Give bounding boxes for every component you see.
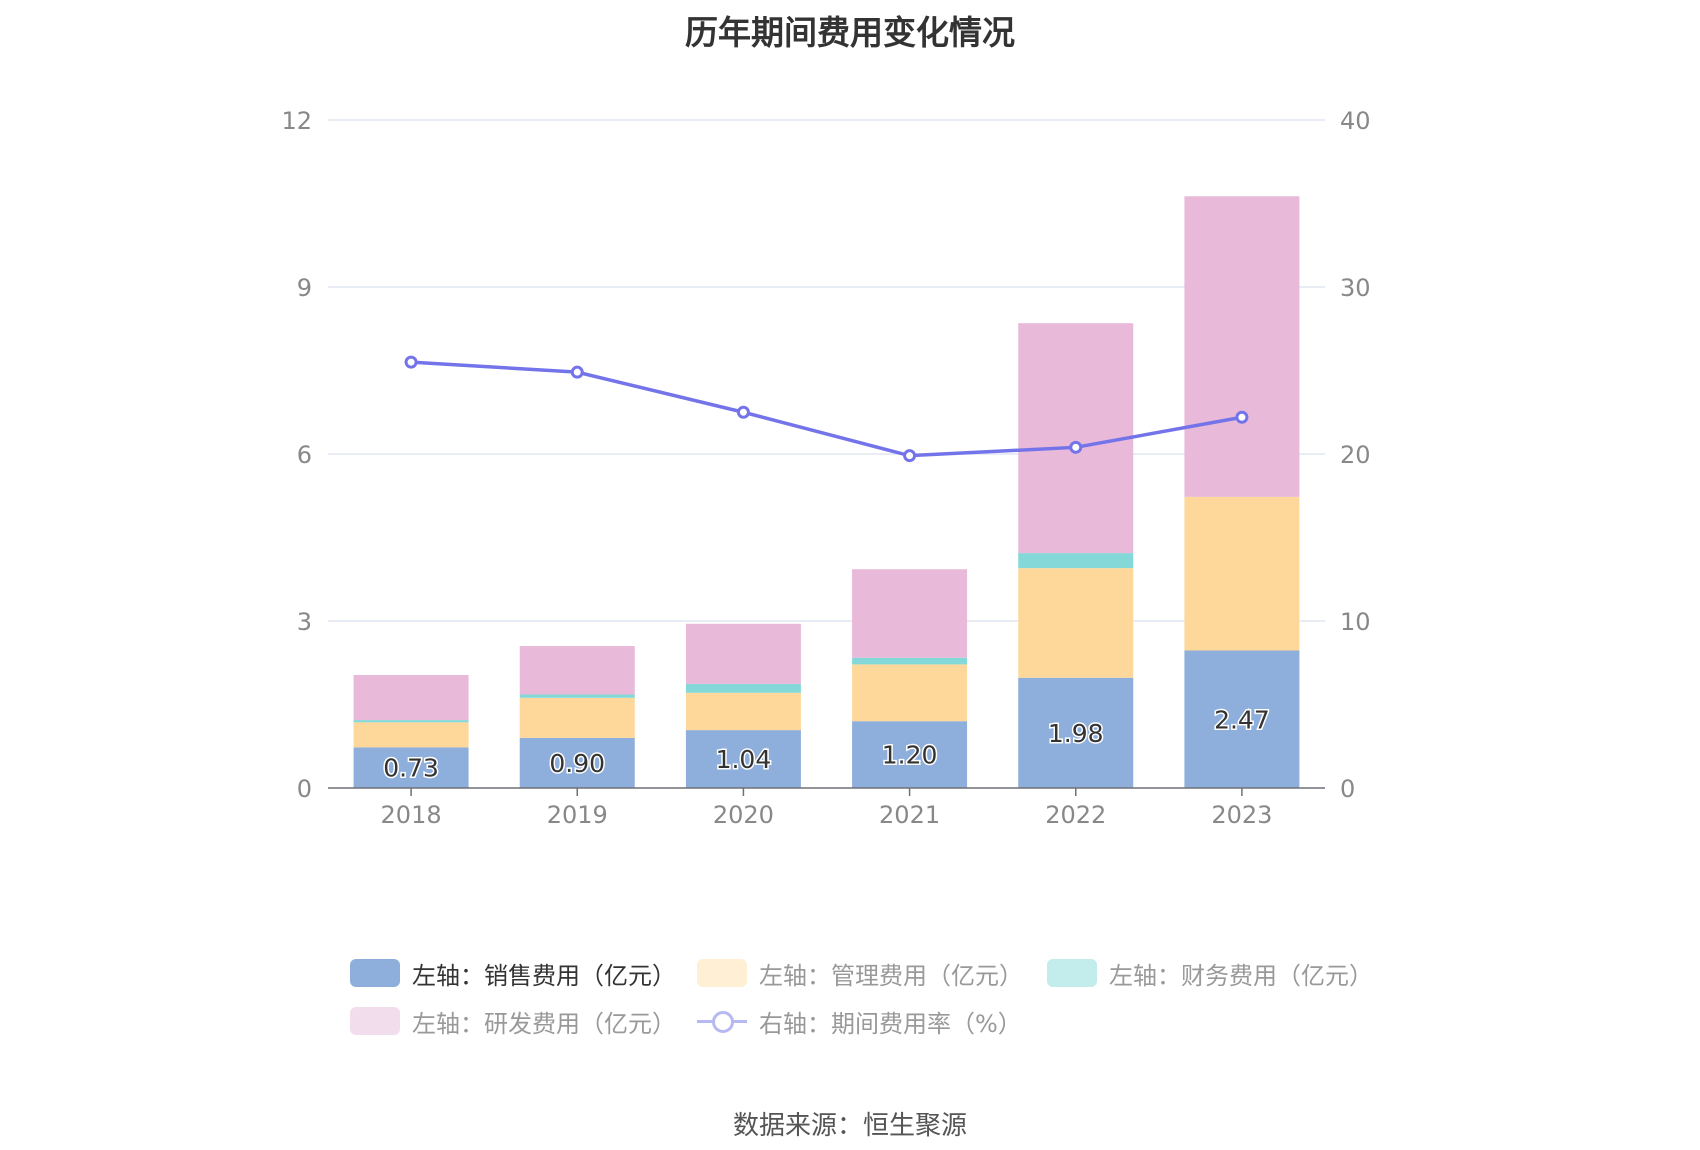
- bar-rnd: [353, 674, 469, 721]
- bar-admin: [685, 692, 801, 731]
- y-right-tick-label: 10: [1340, 608, 1371, 636]
- y-left-tick-label: 9: [297, 274, 312, 302]
- y-left-tick-label: 3: [297, 608, 312, 636]
- bar-finance: [353, 720, 469, 723]
- bar-sales: [1018, 677, 1134, 788]
- legend-item-rate[interactable]: 右轴：期间费用率（%）: [697, 1003, 1022, 1039]
- bar-rnd: [685, 623, 801, 684]
- bar-finance: [1018, 553, 1134, 569]
- bar-finance: [685, 683, 801, 693]
- bar-sales: [353, 747, 469, 788]
- legend-label-rate: 右轴：期间费用率（%）: [759, 1009, 1022, 1038]
- bar-data-label: 1.98: [1048, 719, 1104, 748]
- bar-admin: [1184, 496, 1300, 651]
- bar-admin: [353, 722, 469, 748]
- legend-swatch-finance: [1047, 959, 1097, 987]
- bar-admin: [852, 664, 968, 722]
- legend-swatch-admin: [697, 959, 747, 987]
- legend-item-admin[interactable]: 左轴：管理费用（亿元）: [697, 955, 1023, 991]
- x-tick-label: 2022: [1045, 801, 1106, 829]
- bar-sales: [519, 737, 635, 788]
- y-right-tick-label: 40: [1340, 107, 1371, 135]
- y-left-tick-label: 0: [297, 775, 312, 803]
- bar-sales: [685, 730, 801, 788]
- legend-item-sales[interactable]: 左轴：销售费用（亿元）: [350, 955, 676, 991]
- line-rate: [410, 360, 1243, 458]
- bar-data-label: 1.20: [882, 741, 938, 770]
- x-tick-label: 2023: [1211, 801, 1272, 829]
- bar-admin: [1018, 568, 1134, 678]
- line-rate-point: [404, 355, 418, 369]
- y-right-tick-label: 30: [1340, 274, 1371, 302]
- bar-rnd: [1018, 323, 1134, 554]
- line-rate-point: [570, 365, 584, 379]
- line-rate-point: [736, 405, 750, 419]
- legend-item-finance[interactable]: 左轴：财务费用（亿元）: [1047, 955, 1373, 991]
- x-tick-label: 2019: [547, 801, 608, 829]
- x-tick-label: 2021: [879, 801, 940, 829]
- bar-admin: [519, 697, 635, 738]
- bar-sales: [1184, 650, 1300, 788]
- chart-title: 历年期间费用变化情况: [685, 13, 1015, 52]
- legend-label-sales: 左轴：销售费用（亿元）: [412, 961, 676, 990]
- bar-data-label: 0.73: [383, 754, 439, 783]
- legend-swatch-rate: [697, 1007, 747, 1035]
- y-left-tick-label: 6: [297, 441, 312, 469]
- line-rate-point: [903, 449, 917, 463]
- bar-data-label: 0.90: [549, 749, 605, 778]
- legend-label-rnd: 左轴：研发费用（亿元）: [412, 1009, 676, 1038]
- bar-sales: [852, 721, 968, 788]
- bar-data-label: 2.47: [1214, 705, 1270, 734]
- bar-data-label: 1.04: [716, 745, 772, 774]
- line-rate-point: [1069, 440, 1083, 454]
- line-rate-point: [1235, 410, 1249, 424]
- bar-rnd: [1184, 196, 1300, 497]
- bar-rnd: [852, 569, 968, 658]
- legend-item-rnd[interactable]: 左轴：研发费用（亿元）: [350, 1003, 676, 1039]
- bar-finance: [852, 657, 968, 665]
- y-right-tick-label: 20: [1340, 441, 1371, 469]
- bar-finance: [519, 694, 635, 698]
- bar-rnd: [519, 646, 635, 695]
- data-source: 数据来源：恒生聚源: [732, 1111, 967, 1141]
- legend-label-finance: 左轴：财务费用（亿元）: [1109, 961, 1373, 990]
- legend-swatch-sales: [350, 959, 400, 987]
- x-tick-label: 2018: [381, 801, 442, 829]
- legend-swatch-rnd: [350, 1007, 400, 1035]
- y-right-tick-label: 0: [1340, 775, 1355, 803]
- legend-label-admin: 左轴：管理费用（亿元）: [759, 961, 1023, 990]
- y-left-tick-label: 12: [281, 107, 312, 135]
- x-tick-label: 2020: [713, 801, 774, 829]
